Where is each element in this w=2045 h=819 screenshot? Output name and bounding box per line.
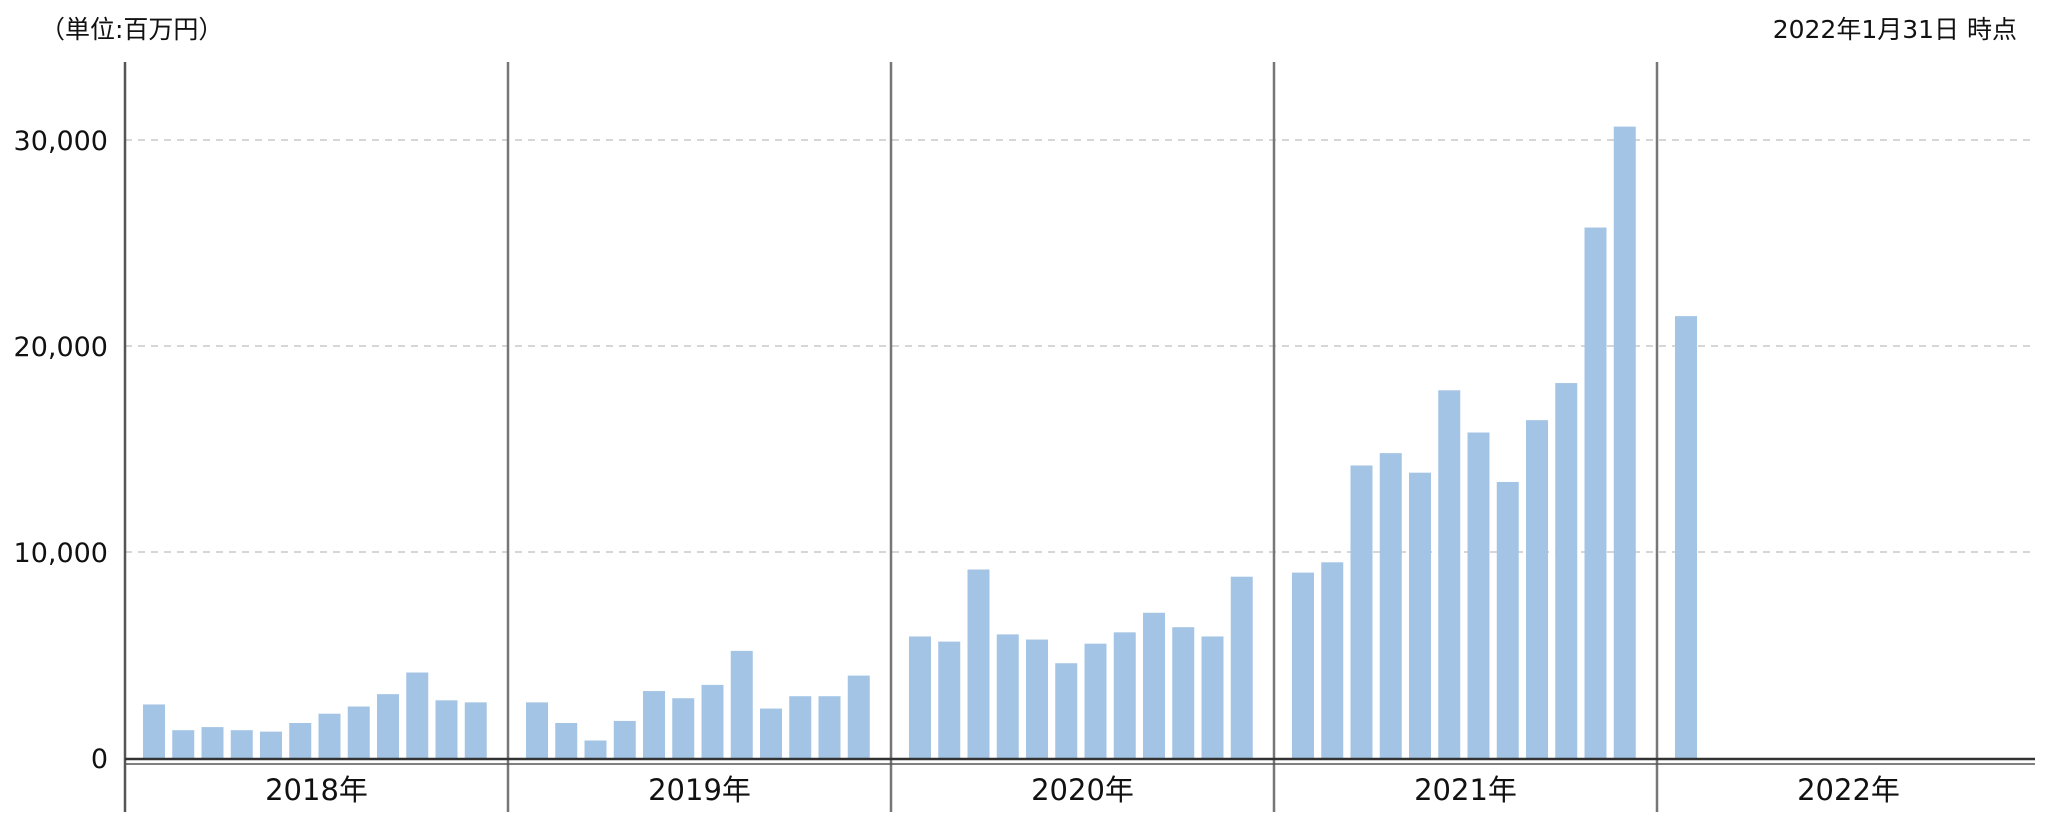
bar-2021年-12 [1613,126,1636,759]
bar-2019年-2 [555,722,578,758]
bar-2019年-5 [643,691,665,758]
bar-2020年-4 [996,634,1019,758]
bar-2018年-8 [347,706,370,758]
x-year-label: 2021年 [1414,773,1517,807]
bar-2021年-1 [1292,572,1314,758]
axes [123,62,2035,812]
unit-label: （単位:百万円） [40,15,224,44]
bar-2019年-6 [672,698,695,758]
bar-2019年-11 [818,696,841,758]
bar-2021年-9 [1526,420,1548,758]
bar-2020年-9 [1143,612,1165,758]
bar-2018年-6 [289,722,312,758]
x-year-label: 2019年 [648,773,751,807]
bar-2020年-5 [1026,639,1048,758]
x-year-label: 2022年 [1797,773,1900,807]
bar-2018年-9 [377,694,399,758]
axis-labels: 0 10,000 20,000 30,000 2018年 2019年 2020年 2021年 2… [14,126,1900,807]
bar-2021年-11 [1584,227,1607,759]
x-year-label: 2018年 [265,773,368,807]
x-year-label: 2020年 [1031,773,1134,807]
bar-2021年-2 [1321,562,1344,758]
as-of-date-label: 2022年1月31日 時点 [1772,15,2017,44]
bars [143,126,1697,759]
bar-2021年-5 [1409,472,1431,758]
bar-2019年-7 [701,684,724,758]
bar-2020年-6 [1055,663,1078,758]
bar-2021年-6 [1438,390,1461,758]
y-tick-label: 30,000 [14,126,108,157]
bar-2018年-7 [318,713,341,758]
bar-2021年-7 [1467,432,1490,758]
bar-2019年-10 [789,696,812,758]
bar-2020年-7 [1084,643,1107,758]
bar-2019年-3 [584,740,607,758]
bar-2018年-5 [260,731,282,758]
y-tick-label: 0 [91,744,108,775]
y-tick-label: 10,000 [14,538,108,569]
bar-2020年-11 [1201,636,1224,758]
bar-2019年-12 [847,675,870,758]
gridlines [125,139,2035,553]
bar-2022年-1 [1675,316,1697,758]
bar-2018年-12 [464,702,487,758]
bar-2019年-9 [760,708,782,758]
bar-2021年-10 [1555,383,1578,758]
bar-2020年-10 [1172,627,1195,758]
bar-2018年-11 [435,700,458,758]
bar-2020年-3 [967,569,990,758]
bar-2021年-4 [1379,453,1402,758]
bar-2021年-3 [1350,465,1373,758]
bar-2018年-3 [201,727,224,758]
bar-2020年-12 [1230,576,1253,758]
bar-2019年-8 [730,650,753,758]
bar-2021年-8 [1496,481,1519,758]
bar-2018年-1 [143,704,165,758]
bar-2018年-2 [172,730,195,758]
bar-2019年-1 [526,702,548,758]
bar-2020年-1 [909,636,931,758]
bar-2020年-2 [938,641,961,758]
bar-2019年-4 [613,720,636,758]
bar-2020年-8 [1113,632,1136,758]
bar-2018年-4 [230,730,253,758]
y-tick-label: 20,000 [14,332,108,363]
bar-2018年-10 [406,672,429,758]
